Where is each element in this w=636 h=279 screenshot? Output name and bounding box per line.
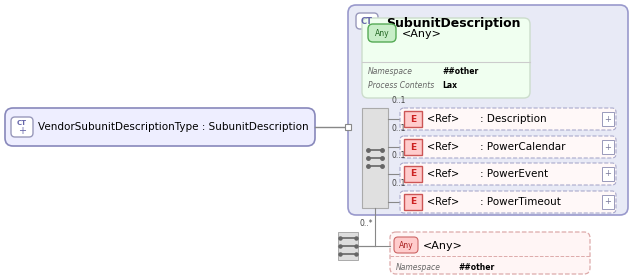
Text: CT: CT [17,120,27,126]
Bar [602,140,614,154]
Bar [404,166,422,182]
FancyBboxPatch shape [11,117,33,137]
Text: <Ref>: <Ref> [427,114,459,124]
Text: Namespace: Namespace [396,263,441,271]
Text: ##other: ##other [442,68,478,76]
FancyBboxPatch shape [400,163,616,185]
FancyBboxPatch shape [400,136,616,158]
FancyBboxPatch shape [400,108,616,130]
FancyBboxPatch shape [394,237,418,253]
Bar [602,112,614,126]
Text: E: E [410,143,416,151]
Bar [362,108,388,208]
FancyBboxPatch shape [348,5,628,215]
FancyBboxPatch shape [362,18,530,98]
Text: SubunitDescription: SubunitDescription [386,16,520,30]
Text: <Ref>: <Ref> [427,169,459,179]
FancyBboxPatch shape [5,108,315,146]
Bar [404,111,422,127]
FancyBboxPatch shape [390,232,590,274]
Text: 0..1: 0..1 [392,151,406,160]
Bar [602,195,614,209]
Text: : PowerEvent: : PowerEvent [480,169,548,179]
Text: +: + [605,143,611,151]
FancyBboxPatch shape [356,13,378,29]
Text: : PowerTimeout: : PowerTimeout [480,197,561,207]
Text: E: E [410,170,416,179]
Text: : Description: : Description [480,114,546,124]
Bar [602,167,614,181]
Text: 0..1: 0..1 [392,124,406,133]
Text: E: E [410,114,416,124]
Text: +: + [18,126,26,136]
Text: <Any>: <Any> [423,241,463,251]
Text: Lax: Lax [442,81,457,90]
Text: E: E [410,198,416,206]
Bar [404,194,422,210]
Text: 0..*: 0..* [360,219,373,228]
Text: <Any>: <Any> [402,29,442,39]
Text: Any: Any [399,240,413,249]
Text: : PowerCalendar: : PowerCalendar [480,142,565,152]
Text: <Ref>: <Ref> [427,142,459,152]
Text: +: + [605,170,611,179]
Text: Any: Any [375,28,389,37]
Text: VendorSubunitDescriptionType : SubunitDescription: VendorSubunitDescriptionType : SubunitDe… [38,122,308,132]
Text: 0..1: 0..1 [392,179,406,188]
Text: +: + [605,114,611,124]
Text: <Ref>: <Ref> [427,197,459,207]
Text: Namespace: Namespace [368,68,413,76]
Text: 0..1: 0..1 [392,96,406,105]
FancyBboxPatch shape [368,24,396,42]
Bar [404,139,422,155]
Text: +: + [605,198,611,206]
Text: Process Contents: Process Contents [368,81,434,90]
Text: ##other: ##other [458,263,494,271]
Bar [338,232,358,260]
FancyBboxPatch shape [400,191,616,213]
Text: CT: CT [361,16,373,25]
